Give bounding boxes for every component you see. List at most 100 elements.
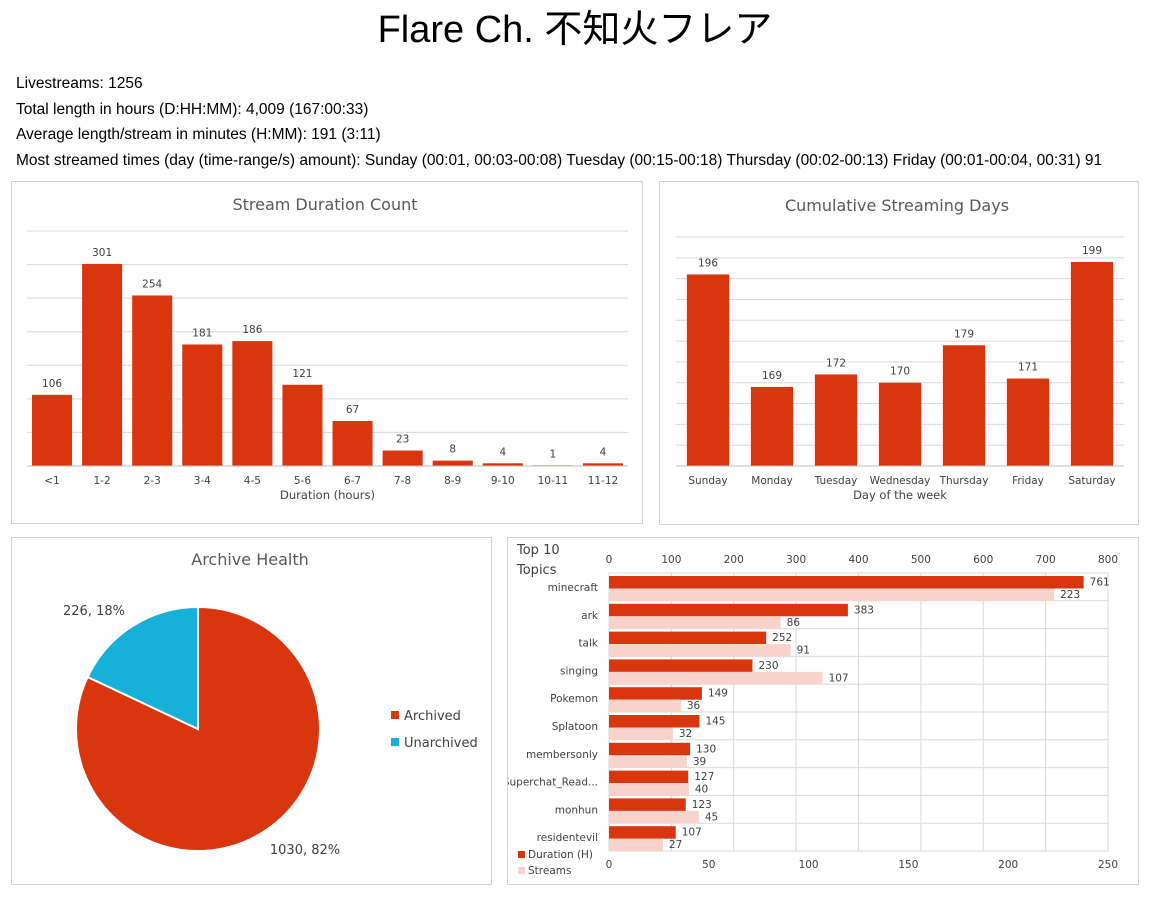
top-axis-tick-label: 300 <box>786 554 806 566</box>
bar <box>1006 378 1050 466</box>
bar <box>582 463 623 466</box>
bar-streams <box>609 838 663 852</box>
x-tick-label: Thursday <box>939 475 989 487</box>
chart-title: Topics <box>516 563 557 578</box>
bar-streams <box>609 616 781 629</box>
top-axis-tick-label: 700 <box>1036 554 1056 566</box>
pie-slice <box>86 605 199 731</box>
legend-label: Duration (H) <box>528 849 593 861</box>
bottom-axis-tick-label: 150 <box>898 859 918 871</box>
archive-health-chart: 1030, 82% 226, 18% Archive Health Archived U… <box>63 550 478 858</box>
bar <box>942 345 986 466</box>
stats-block: Livestreams: 1256 Total length in hours … <box>16 73 1102 175</box>
bar <box>332 421 373 466</box>
data-label: 170 <box>890 366 910 378</box>
bar-duration <box>609 742 691 756</box>
data-label: 383 <box>854 604 874 616</box>
top-axis-tick-label: 200 <box>724 554 744 566</box>
bar-duration <box>609 770 689 784</box>
chart-title: Top 10 <box>516 543 560 558</box>
data-label: 252 <box>772 632 792 644</box>
archive-chart-panel: 1030, 82% 226, 18% Archive Health Archived U… <box>11 537 492 885</box>
bar-streams <box>609 671 823 685</box>
stat-total-length: Total length in hours (D:HH:MM): 4,009 (… <box>16 100 369 118</box>
x-tick-label: 5-6 <box>294 475 311 487</box>
data-label: 179 <box>954 328 974 340</box>
data-label: 254 <box>142 278 162 290</box>
legend-label: Unarchived <box>404 736 478 751</box>
bar <box>750 386 794 466</box>
bar <box>814 374 858 466</box>
legend-swatch <box>391 738 399 746</box>
topics-chart-panel: 0 100 200 300 400 500 600 700 800 0 50 100 150 200 250… <box>507 537 1139 885</box>
stat-livestreams: Livestreams: 1256 <box>16 75 143 92</box>
bottom-axis-tick-label: 200 <box>998 859 1018 871</box>
data-label: 91 <box>797 645 810 657</box>
bar-streams <box>609 699 681 713</box>
legend-swatch <box>518 867 525 874</box>
duration-chart-panel: 106 <1 301 1-2 254 2-3 181 3-4 186 4-5 121 5-6 67 6-7… <box>11 181 643 524</box>
slice-label: 226, 18% <box>63 604 125 619</box>
bar-duration <box>609 826 676 839</box>
bar-streams <box>609 644 791 657</box>
stat-average-length: Average length/stream in minutes (H:MM):… <box>16 126 381 143</box>
bar-duration <box>609 576 1084 589</box>
x-tick-label: Monday <box>751 475 792 487</box>
data-label: 196 <box>698 257 718 269</box>
chart-title: Archive Health <box>191 550 309 569</box>
stat-most-streamed-times: Most streamed times (day (time-range/s) … <box>16 151 1103 169</box>
data-label: 106 <box>42 378 62 390</box>
data-label: 4 <box>600 446 607 458</box>
bar <box>482 463 523 466</box>
data-label: 27 <box>669 839 682 851</box>
category-label: Pokemon <box>550 693 598 705</box>
bar-duration <box>609 631 767 645</box>
x-tick-label: 3-4 <box>194 475 211 487</box>
legend-label: Archived <box>404 709 461 724</box>
data-label: 4 <box>499 446 506 458</box>
data-label: 67 <box>346 404 359 416</box>
category-label: minecraft <box>548 582 598 594</box>
bar-streams <box>609 755 687 768</box>
data-label: 761 <box>1090 577 1110 589</box>
x-tick-label: 7-8 <box>394 475 411 487</box>
x-tick-label: <1 <box>44 475 59 487</box>
bar-duration <box>609 659 753 672</box>
days-chart: 196 Sunday 169 Monday 172 Tuesday 170 Wednesday… <box>676 196 1124 502</box>
data-label: 40 <box>695 784 708 796</box>
bar-streams <box>609 783 689 796</box>
bar <box>82 263 123 466</box>
data-label: 23 <box>396 434 409 446</box>
days-chart-panel: 196 Sunday 169 Monday 172 Tuesday 170 Wednesday… <box>659 181 1139 525</box>
data-label: 223 <box>1060 589 1080 601</box>
legend-swatch <box>518 851 525 858</box>
data-label: 123 <box>692 799 712 811</box>
bottom-axis-tick-label: 0 <box>606 859 613 871</box>
bottom-axis-tick-label: 100 <box>799 859 819 871</box>
x-tick-label: 10-11 <box>538 475 569 487</box>
legend-label: Streams <box>528 865 571 877</box>
slice-label: 1030, 82% <box>270 843 340 858</box>
top-axis-tick-label: 400 <box>848 554 868 566</box>
category-label: talk <box>578 638 598 650</box>
data-label: 45 <box>705 811 718 823</box>
category-label: residentevil <box>537 832 598 844</box>
bar-streams <box>609 810 699 824</box>
x-tick-label: Sunday <box>688 475 727 487</box>
chart-title: Cumulative Streaming Days <box>785 196 1009 215</box>
category-label: membersonly <box>526 749 598 761</box>
duration-chart: 106 <1 301 1-2 254 2-3 181 3-4 186 4-5 121 5-6 67 6-7… <box>27 195 628 502</box>
bar-streams <box>609 588 1055 601</box>
bottom-axis-tick-label: 250 <box>1098 859 1118 871</box>
data-label: 127 <box>694 771 714 783</box>
bar <box>686 274 730 466</box>
data-label: 86 <box>787 617 801 629</box>
top-axis-tick-label: 0 <box>606 554 613 566</box>
top-axis-tick-label: 500 <box>911 554 931 566</box>
x-tick-label: 4-5 <box>244 475 261 487</box>
bar <box>432 460 473 466</box>
x-tick-label: 2-3 <box>144 475 161 487</box>
data-label: 149 <box>708 688 728 700</box>
top-topics-chart: 0 100 200 300 400 500 600 700 800 0 50 100 150 200 250… <box>508 543 1118 877</box>
bar <box>282 384 323 466</box>
